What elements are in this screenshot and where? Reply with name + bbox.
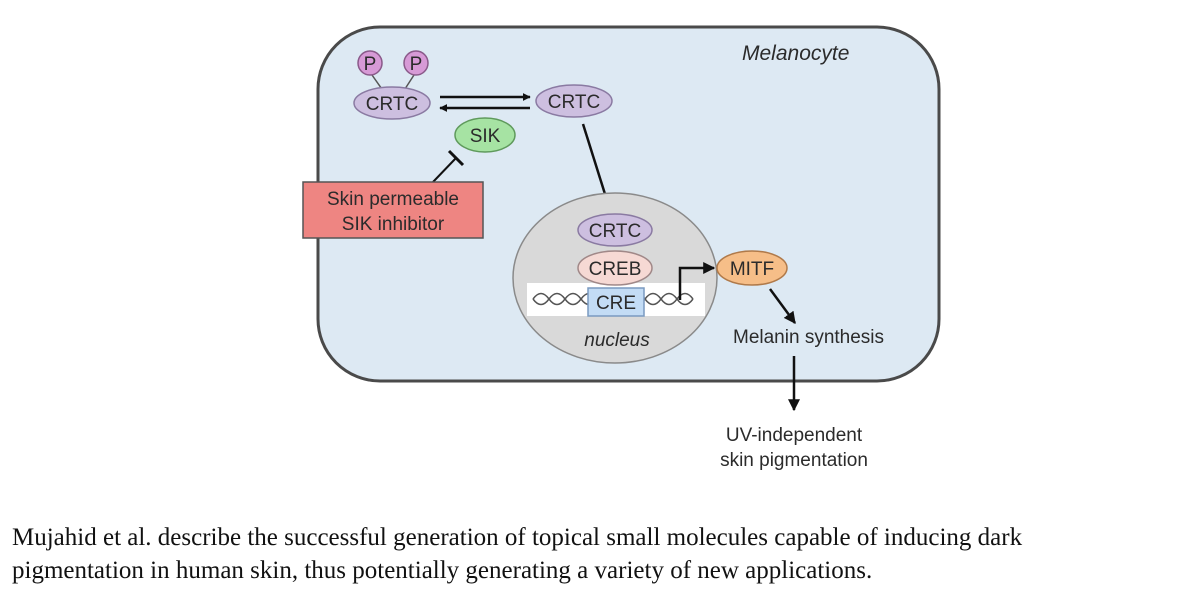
inhibition-line: [432, 157, 457, 183]
transcription-arrow: [678, 262, 716, 300]
outcome-line2: skin pigmentation: [720, 450, 868, 471]
melanin-synthesis-label: Melanin synthesis: [733, 327, 884, 348]
sik-inhibitor-box: [302, 181, 484, 239]
creb-oval: [577, 250, 653, 286]
phospho-label-right: P: [410, 54, 423, 75]
caption-line-2: pigmentation in human skin, thus potenti…: [12, 557, 873, 584]
sik-label: SIK: [470, 126, 501, 147]
arrow-to-melanin: [768, 288, 797, 324]
crtc-phospho-oval: [353, 86, 431, 120]
phospho-label-left: P: [364, 54, 377, 75]
crtc-phospho-label: CRTC: [366, 94, 418, 115]
phospho-circle-right: [403, 50, 429, 76]
nuclear-crtc-label: CRTC: [589, 221, 641, 242]
nuclear-crtc-oval: [577, 213, 653, 247]
pathway-diagram: Melanocyte P P CRTC CRTC SIK Skin permea…: [302, 25, 941, 471]
cre-label: CRE: [596, 293, 636, 314]
mitf-oval: [716, 250, 788, 286]
inhibition-bar: [447, 149, 465, 167]
inhibitor-line2: SIK inhibitor: [342, 214, 445, 235]
sik-oval: [454, 117, 516, 153]
crtc-free-oval: [535, 84, 613, 118]
crtc-free-label: CRTC: [548, 92, 600, 113]
nucleus-label: nucleus: [584, 330, 650, 351]
inhibitor-line1: Skin permeable: [327, 189, 459, 210]
creb-label: CREB: [589, 259, 642, 280]
cre-box: [587, 287, 645, 317]
mitf-label: MITF: [730, 259, 774, 280]
figure-caption: Mujahid et al. describe the successful g…: [12, 521, 1192, 587]
outcome-line1: UV-independent: [726, 425, 863, 446]
phospho-circle-left: [357, 50, 383, 76]
melanocyte-label: Melanocyte: [742, 42, 849, 65]
caption-line-1: Mujahid et al. describe the successful g…: [12, 524, 1023, 551]
